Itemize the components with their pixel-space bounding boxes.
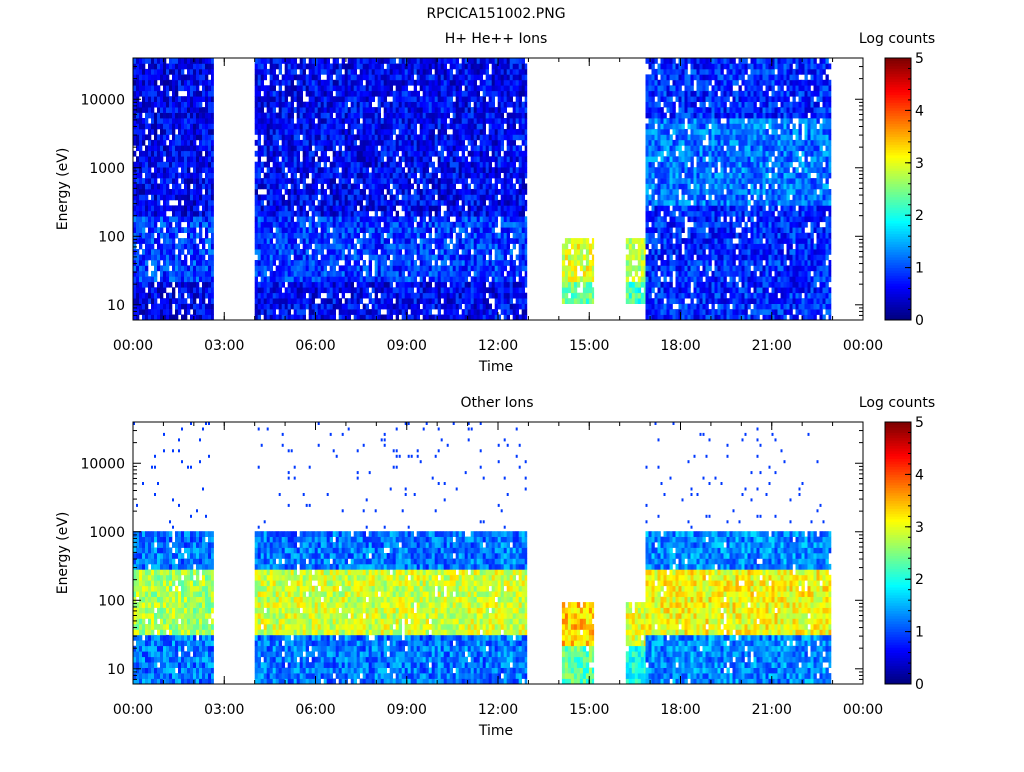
- x-tick-label: 15:00: [569, 338, 609, 354]
- panel-h-he-ions: H+ He++ Ions 00:00 03:00 06:00 09:00 12:00 15…: [55, 31, 935, 375]
- x-axis-label: Time: [478, 359, 513, 375]
- y-tick-label: 10000: [80, 456, 125, 472]
- spectrogram-segment: [625, 602, 646, 685]
- x-tick-label: 18:00: [660, 702, 700, 718]
- y-tick-label: 1000: [89, 161, 125, 177]
- x-tick-label: 12:00: [478, 338, 518, 354]
- y-tick-label: 100: [98, 229, 125, 245]
- x-tick-label: 15:00: [569, 702, 609, 718]
- spectrogram-segment: [133, 58, 214, 321]
- spectrogram: [133, 58, 832, 321]
- x-tick-label: 12:00: [478, 702, 518, 718]
- y-tick-label: 1000: [89, 525, 125, 541]
- spectrogram: [133, 422, 832, 685]
- y-axis-label: Energy (eV): [55, 148, 71, 231]
- x-tick-label: 00:00: [113, 702, 153, 718]
- y-axis-label: Energy (eV): [55, 512, 71, 595]
- spectrogram-segment: [645, 422, 832, 685]
- colorbar-label: Log counts: [859, 395, 935, 411]
- x-tick-label: 06:00: [295, 338, 335, 354]
- colorbar-tick-label: 5: [915, 51, 924, 67]
- x-tick-label: 21:00: [752, 338, 792, 354]
- x-tick-label: 00:00: [843, 702, 883, 718]
- y-tick-label: 10: [107, 662, 125, 678]
- x-tick-label: 21:00: [752, 702, 792, 718]
- panel-other-ions: Other Ions 00:00 03:00 06:00 09:00 12:00 15:0…: [55, 395, 935, 739]
- x-tick-label: 03:00: [204, 338, 244, 354]
- x-tick-label: 18:00: [660, 338, 700, 354]
- colorbar-tick-label: 1: [915, 625, 924, 641]
- x-tick-label: 06:00: [295, 702, 335, 718]
- spectrogram-segment: [561, 238, 595, 304]
- y-tick-label: 10000: [80, 92, 125, 108]
- x-tick-label: 00:00: [113, 338, 153, 354]
- colorbar: 0 1 2 3 4 5: [884, 415, 924, 693]
- colorbar-tick-label: 3: [915, 156, 924, 172]
- x-tick-label: 03:00: [204, 702, 244, 718]
- colorbar-tick-label: 0: [915, 313, 924, 329]
- panel-title: Other Ions: [460, 395, 533, 411]
- x-tick-label: 09:00: [387, 702, 427, 718]
- x-axis-label: Time: [478, 723, 513, 739]
- colorbar-frame: [884, 421, 912, 685]
- colorbar-label: Log counts: [859, 31, 935, 47]
- y-tick-label: 100: [98, 593, 125, 609]
- spectrogram-segment: [254, 422, 528, 685]
- colorbar-tick-label: 1: [915, 261, 924, 277]
- axes: 00:00 03:00 06:00 09:00 12:00 15:00 18:00 21:00…: [80, 57, 883, 354]
- colorbar-tick-label: 3: [915, 520, 924, 536]
- colorbar-tick-label: 0: [915, 677, 924, 693]
- spectrogram-segment: [133, 422, 214, 685]
- colorbar-frame: [884, 57, 912, 321]
- colorbar-tick-label: 2: [915, 208, 924, 224]
- x-tick-label: 09:00: [387, 338, 427, 354]
- colorbar-tick-label: 2: [915, 572, 924, 588]
- panel-title: H+ He++ Ions: [445, 31, 548, 47]
- colorbar-tick-label: 5: [915, 415, 924, 431]
- spectrogram-segment: [645, 58, 832, 321]
- colorbar-tick-label: 4: [915, 103, 924, 119]
- spectrogram-segment: [625, 238, 646, 304]
- colorbar-tick-label: 4: [915, 467, 924, 483]
- x-tick-label: 00:00: [843, 338, 883, 354]
- figure-title: RPCICA151002.PNG: [426, 6, 565, 22]
- y-tick-label: 10: [107, 298, 125, 314]
- axes: 00:00 03:00 06:00 09:00 12:00 15:00 18:00 21:00…: [80, 421, 883, 718]
- colorbar: 0 1 2 3 4 5: [884, 51, 924, 329]
- spectrogram-segment: [254, 58, 528, 321]
- spectrogram-segment: [561, 602, 595, 685]
